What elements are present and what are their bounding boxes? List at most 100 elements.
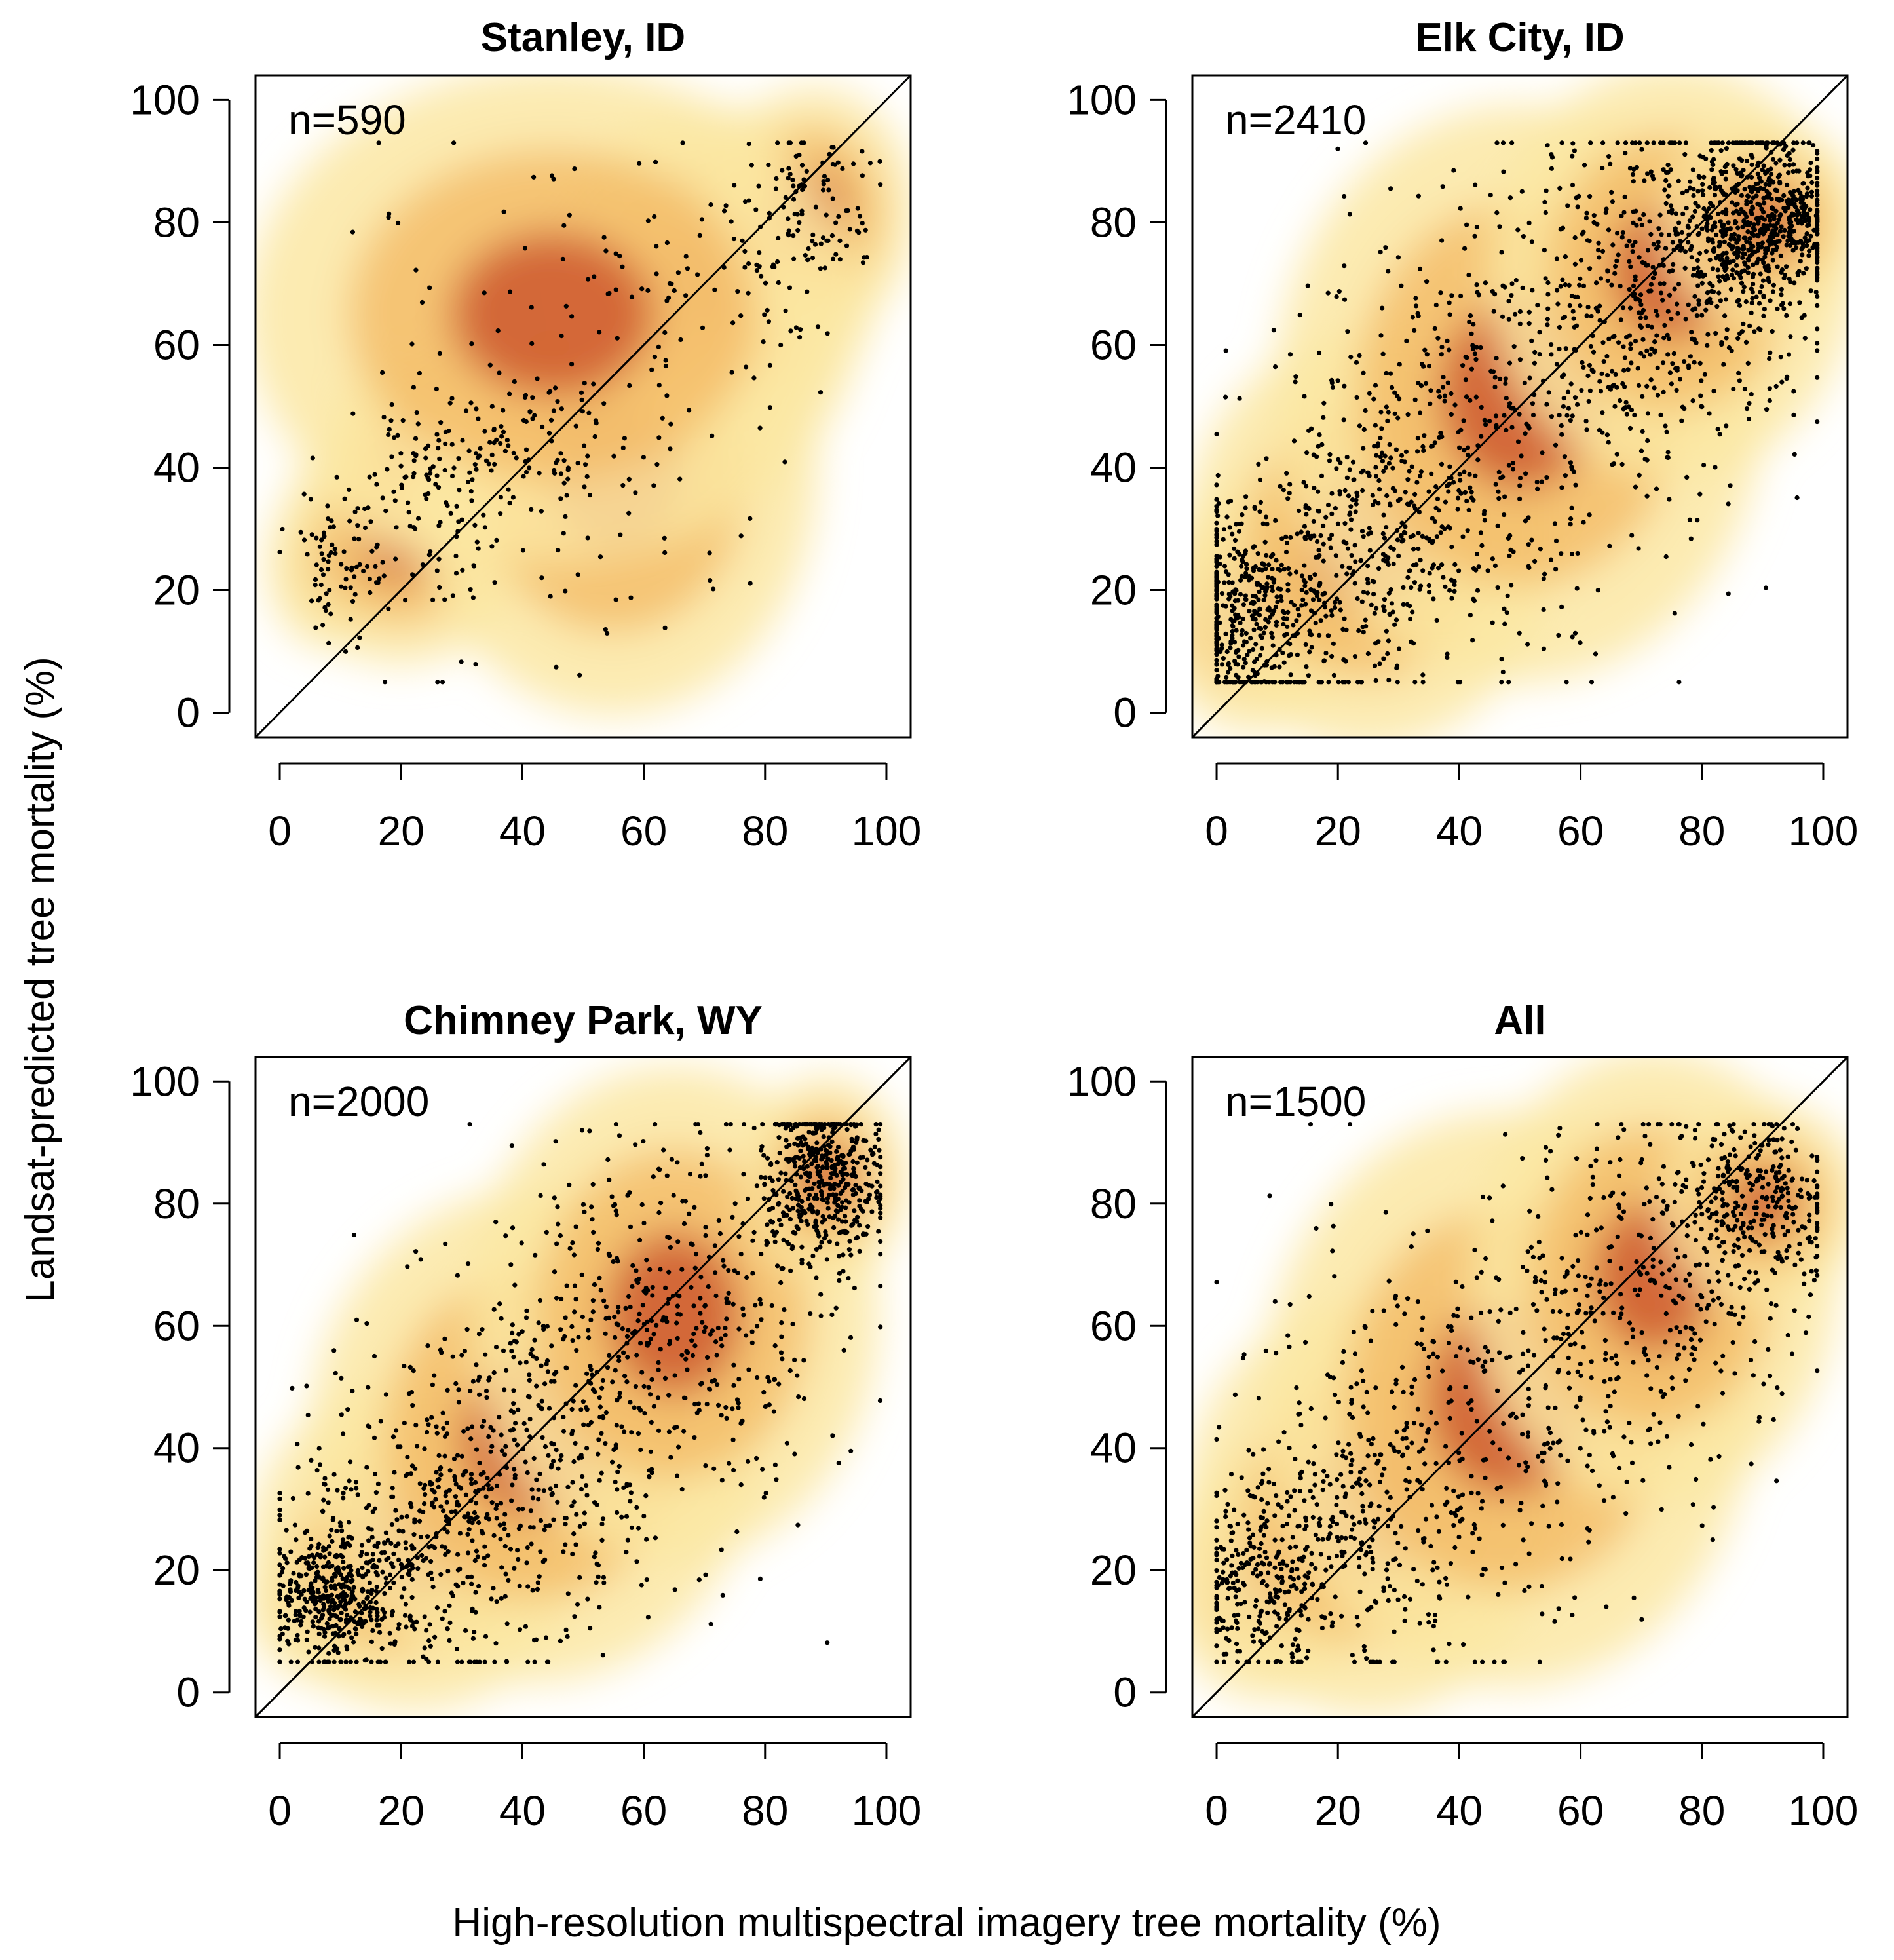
data-point [368,1605,373,1611]
data-point [1711,223,1716,229]
data-point [445,1529,450,1535]
data-point [603,1410,609,1415]
data-point [1333,553,1338,558]
data-point [1386,678,1392,683]
data-point [713,1339,719,1345]
data-point [1466,507,1471,512]
data-point [1720,140,1725,145]
data-point [1766,279,1771,284]
data-point [447,1620,453,1625]
data-point [1274,594,1279,600]
data-point [611,1203,616,1208]
data-point [523,1459,528,1465]
data-point [1490,556,1495,562]
data-point [1535,486,1540,491]
data-point [695,272,700,277]
data-point [1700,182,1705,187]
data-point [1548,557,1554,562]
data-point [409,1624,415,1629]
data-point [1214,616,1219,621]
data-point [1214,592,1219,598]
data-point [1581,229,1586,235]
data-point [1273,604,1278,610]
data-point [360,1565,365,1571]
data-point [480,1327,485,1332]
data-point [343,1579,349,1584]
data-point [654,244,659,249]
data-point [482,1419,487,1424]
data-point [749,1340,755,1345]
data-point [1618,398,1623,404]
data-point [559,1296,564,1301]
data-point [1352,654,1358,659]
data-point [1663,423,1668,429]
data-point [1478,530,1483,535]
data-point [1714,304,1720,309]
data-point [1228,640,1234,646]
data-point [390,1609,396,1614]
data-point [741,1313,746,1318]
data-point [801,1396,807,1402]
data-point [389,1613,395,1618]
data-point [765,1375,770,1380]
data-point [746,1367,751,1372]
data-point [1424,352,1430,357]
data-point [776,1381,782,1387]
data-point [1465,445,1471,450]
data-point [1724,212,1729,217]
data-point [1705,227,1710,233]
data-point [339,1528,345,1533]
y-tick-label: 80 [153,199,200,246]
data-point [286,1642,292,1647]
data-point [1444,483,1450,488]
data-point [1693,201,1698,206]
data-point [544,1229,549,1235]
data-point [578,1453,584,1458]
data-point [742,1122,747,1127]
data-point [620,483,626,488]
data-point [775,140,780,145]
data-point [1474,345,1479,350]
data-point [787,1191,793,1196]
data-point [1353,559,1358,564]
data-point [438,1504,444,1509]
data-point [485,1553,491,1558]
data-point [683,254,689,259]
data-point [1295,531,1300,537]
data-point [1741,210,1747,215]
data-point [298,529,303,535]
data-point [510,1322,515,1328]
data-point [664,1173,670,1178]
data-point [1774,188,1780,193]
data-point [1439,238,1445,243]
data-point [1258,499,1263,505]
data-point [1745,256,1751,261]
data-point [679,1487,685,1492]
data-point [821,1197,826,1202]
data-point [1705,343,1710,348]
data-point [850,1187,855,1193]
data-point [692,1265,698,1271]
data-point [1723,176,1728,182]
data-point [425,1534,430,1539]
data-point [1574,586,1580,591]
data-point [388,1541,394,1546]
data-point [1813,213,1819,218]
data-point [1461,418,1466,423]
data-point [1367,391,1372,396]
data-point [1628,346,1633,351]
data-point [736,1234,742,1239]
data-point [1815,200,1820,205]
data-point [413,1423,419,1428]
data-point [427,285,432,290]
data-point [1545,306,1551,311]
data-point [1388,186,1393,191]
data-point [349,1535,354,1541]
data-point [778,1222,784,1227]
data-point [729,370,734,375]
data-point [786,216,791,221]
data-point [1287,571,1293,577]
data-point [860,260,866,265]
data-point [546,1406,552,1411]
data-point [492,461,497,467]
